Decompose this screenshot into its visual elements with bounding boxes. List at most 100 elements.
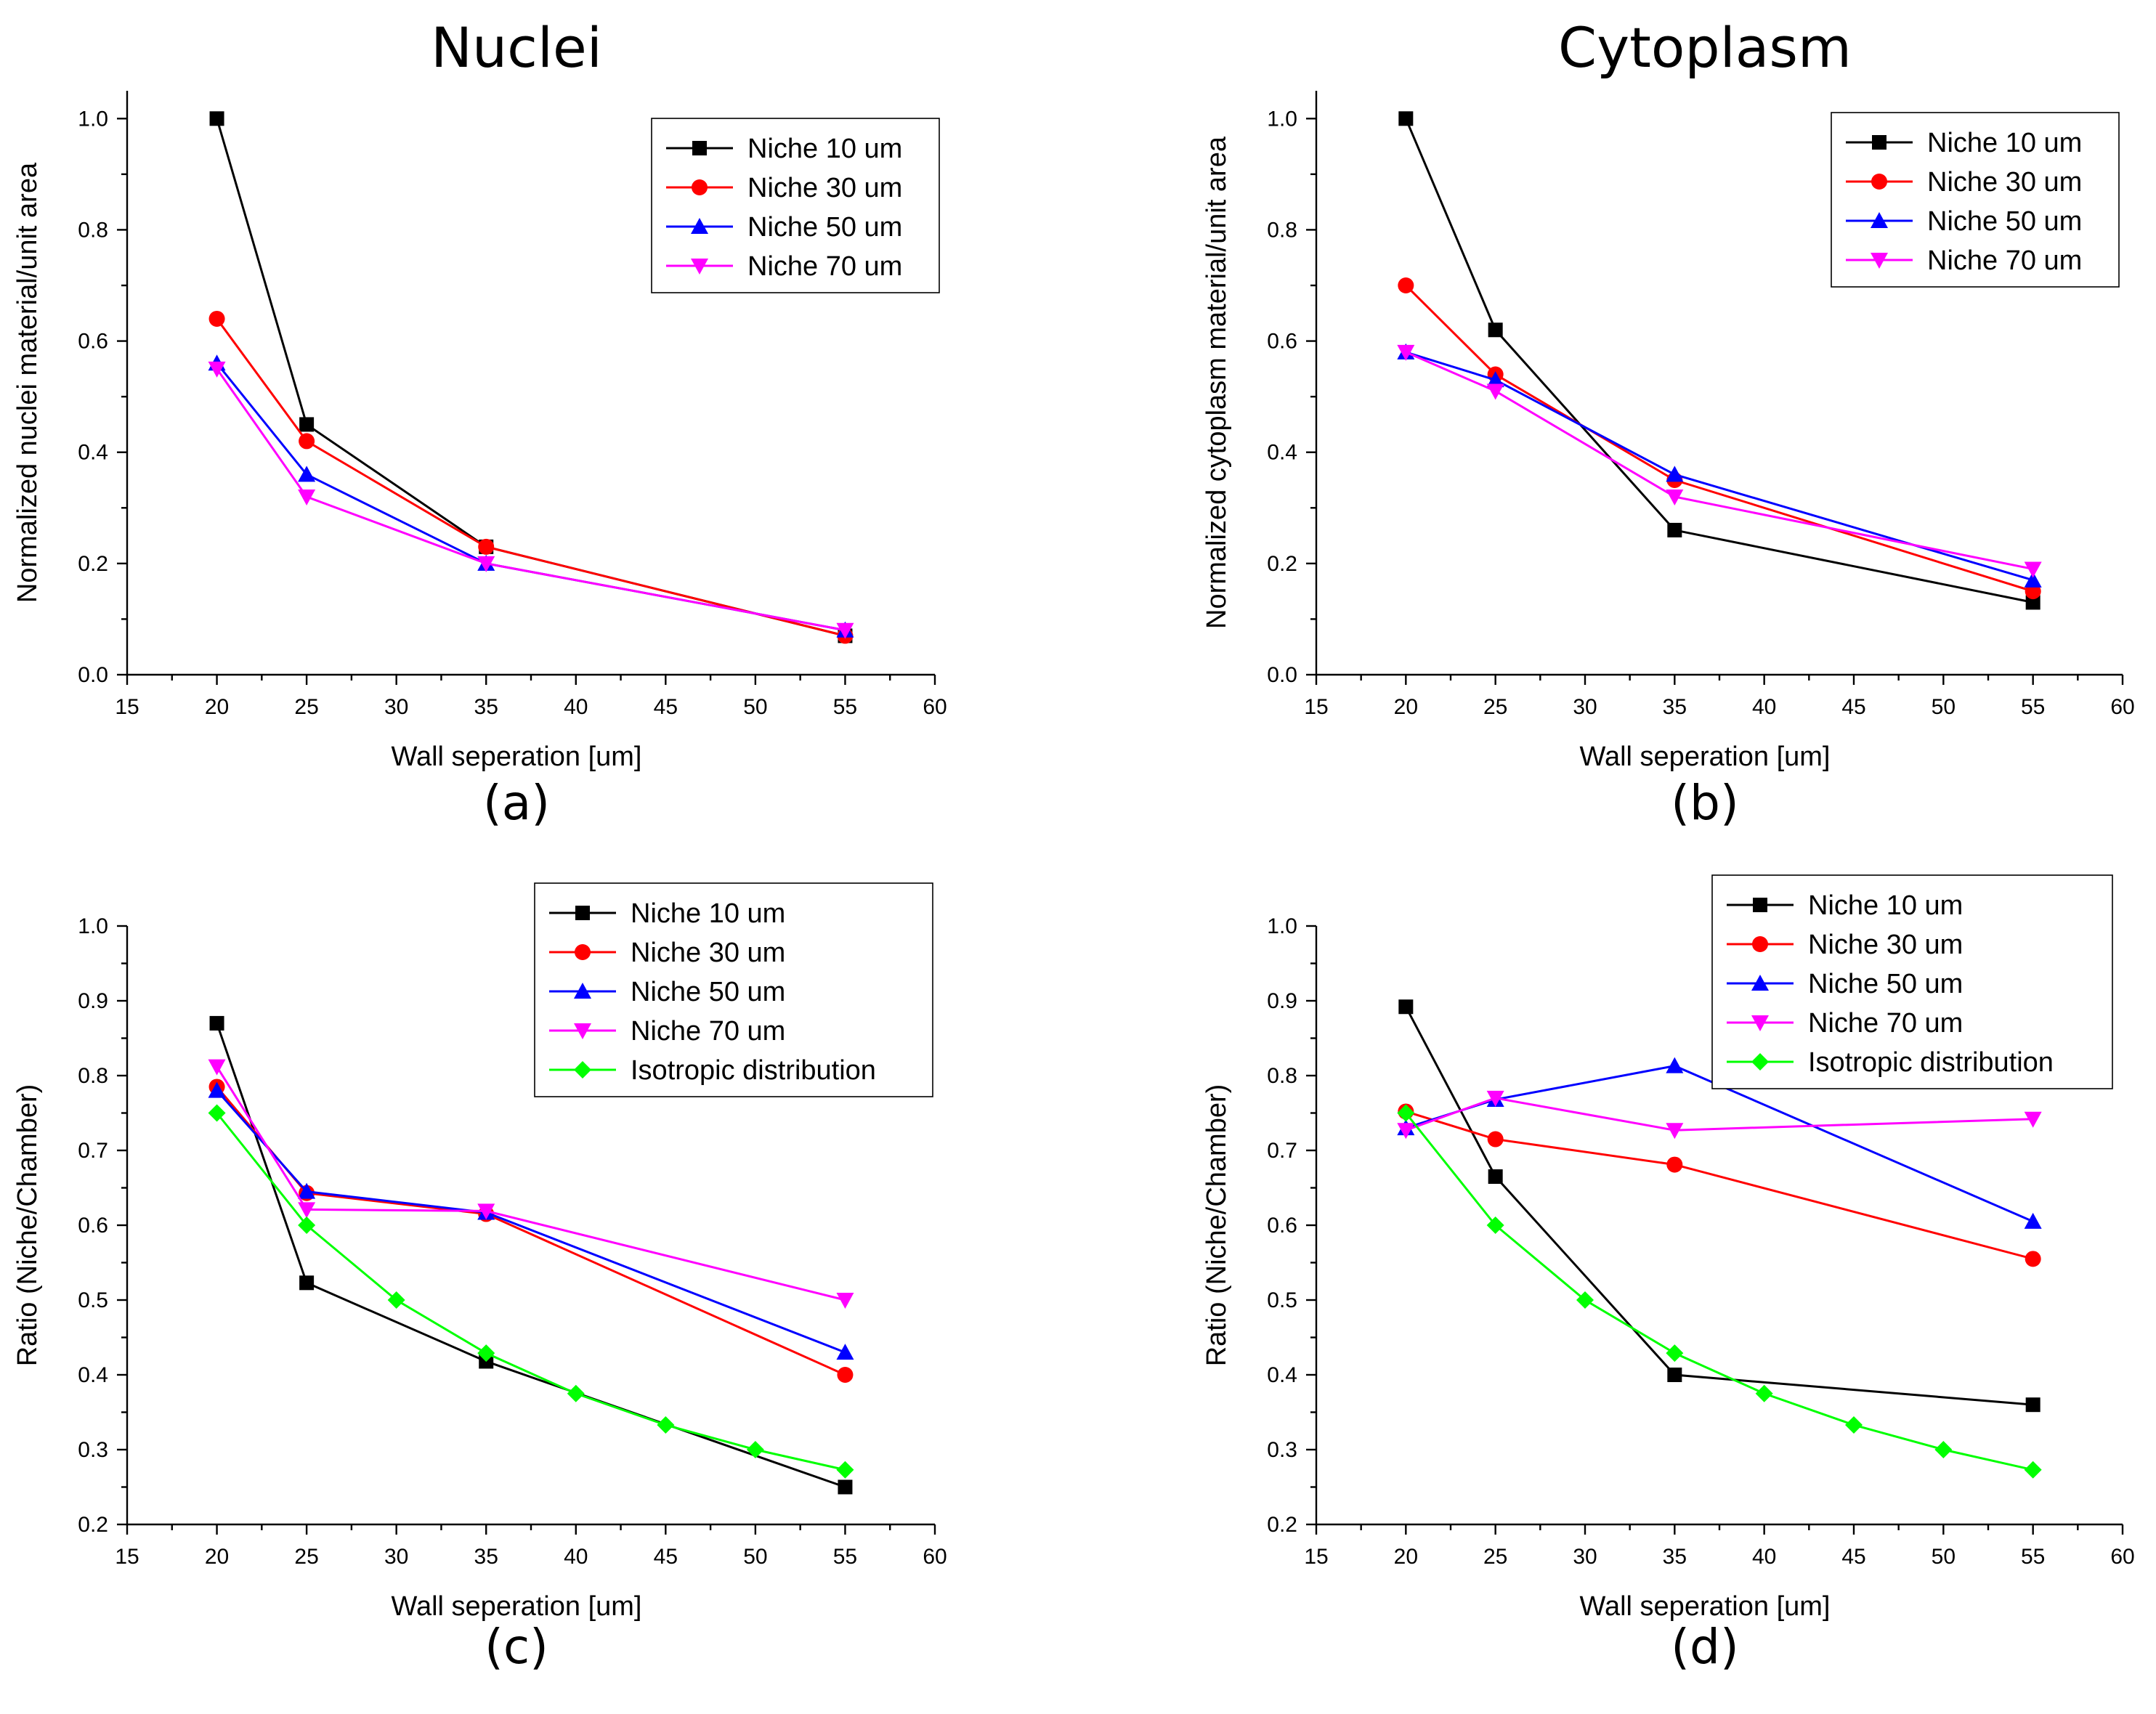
- series-line: [1405, 1097, 2033, 1132]
- x-tick-label: 50: [743, 1545, 767, 1569]
- x-tick-label: 20: [205, 695, 229, 719]
- legend-label: Niche 50 um: [1927, 206, 2082, 237]
- legend-label: Niche 70 um: [747, 251, 902, 282]
- legend-marker: [1751, 975, 1769, 991]
- legend-label: Niche 30 um: [747, 173, 902, 203]
- data-point: [1397, 1104, 1415, 1122]
- data-point: [1488, 322, 1503, 338]
- x-tick-label: 25: [294, 1545, 318, 1569]
- series-isotropic-distribution: [1397, 1104, 2042, 1479]
- data-point: [298, 1182, 316, 1199]
- x-tick-label: 60: [2110, 1545, 2134, 1569]
- data-point: [838, 1479, 853, 1495]
- legend-label: Isotropic distribution: [631, 1055, 876, 1086]
- x-tick-label: 60: [2110, 695, 2134, 719]
- data-point: [1667, 1368, 1682, 1382]
- data-point: [1397, 1123, 1415, 1140]
- y-tick-label: 0.5: [1267, 1288, 1297, 1312]
- data-point: [1487, 1131, 1504, 1148]
- series-line: [1405, 1006, 2033, 1406]
- x-tick-label: 40: [1752, 695, 1776, 719]
- legend-marker: [692, 179, 708, 195]
- y-tick-label: 0.4: [78, 1363, 108, 1387]
- data-point: [1666, 489, 1684, 505]
- data-point: [1486, 383, 1504, 400]
- data-point: [836, 1461, 854, 1479]
- x-tick-label: 35: [1663, 1545, 1687, 1569]
- y-tick-label: 0.7: [78, 1139, 108, 1163]
- legend-label: Niche 10 um: [747, 134, 902, 164]
- data-point: [1666, 1344, 1684, 1362]
- y-tick-label: 0.2: [1267, 1513, 1297, 1537]
- series-isotropic-distribution: [208, 1104, 854, 1479]
- data-point: [1666, 1057, 1684, 1073]
- x-tick-label: 50: [1932, 1545, 1956, 1569]
- legend-marker: [1751, 1015, 1769, 1031]
- legend-label: Niche 10 um: [1808, 890, 1963, 921]
- legend-label: Niche 70 um: [1808, 1008, 1963, 1039]
- x-tick-label: 30: [384, 1545, 408, 1569]
- y-tick-label: 1.0: [78, 914, 108, 938]
- series-niche-70-um: [1397, 1090, 2042, 1140]
- chart-panel-c: 15 20 25 30 35 40 45 50 55 60 0.2 0.3 0.4 0.5 0.6 0.7 0.…: [12, 882, 947, 1675]
- x-tick-label: 30: [384, 695, 408, 719]
- data-point: [477, 1344, 495, 1362]
- data-point: [208, 310, 225, 327]
- y-tick-label: 0.6: [1267, 330, 1297, 354]
- series-line: [1405, 1112, 2033, 1471]
- data-point: [299, 417, 315, 432]
- data-point: [2024, 1461, 2042, 1479]
- data-point: [1398, 111, 1414, 126]
- series-niche-70-um: [208, 361, 854, 639]
- x-tick-label: 45: [654, 695, 678, 719]
- data-point: [1486, 1090, 1504, 1107]
- x-tick-label: 15: [115, 695, 139, 719]
- x-axis-title: Wall seperation [um]: [1580, 742, 1831, 772]
- data-point: [1486, 1217, 1504, 1234]
- legend-marker: [1752, 936, 1768, 952]
- legend-label: Niche 30 um: [1808, 930, 1963, 960]
- y-tick-label: 0.2: [78, 552, 108, 576]
- y-tick-label: 0.3: [1267, 1438, 1297, 1462]
- y-tick-label: 0.4: [78, 441, 108, 465]
- legend-marker: [692, 141, 707, 155]
- data-point: [2024, 1212, 2042, 1229]
- chart-panel-b: Cytoplasm 15 20 25 30 35 40 45 50 55 60 0.0 0.2 0.4 0.…: [1201, 15, 2135, 831]
- data-point: [477, 1203, 495, 1220]
- y-tick-label: 0.5: [78, 1288, 108, 1312]
- x-tick-label: 45: [654, 1545, 678, 1569]
- legend-marker: [575, 944, 591, 960]
- data-point: [298, 466, 316, 482]
- series-niche-70-um: [1397, 344, 2042, 578]
- panel-label: (d): [1671, 1619, 1738, 1675]
- x-tick-label: 55: [2021, 1545, 2045, 1569]
- series-line: [216, 318, 846, 637]
- x-tick-label: 20: [1394, 1545, 1418, 1569]
- y-tick-label: 1.0: [78, 107, 108, 131]
- legend-label: Niche 50 um: [747, 212, 902, 243]
- data-point: [299, 433, 315, 450]
- x-tick-label: 40: [564, 1545, 588, 1569]
- x-axis-title: Wall seperation [um]: [1580, 1591, 1831, 1622]
- data-point: [2025, 1397, 2040, 1413]
- x-tick-label: 45: [1841, 1545, 1865, 1569]
- data-point: [208, 1104, 226, 1122]
- y-tick-label: 1.0: [1267, 107, 1297, 131]
- legend-box: [1711, 874, 2113, 1089]
- legend: Niche 10 um Niche 30 um Niche 50 um Niche 7…: [1711, 874, 2113, 1089]
- legend-marker: [691, 259, 708, 275]
- series-line: [216, 367, 846, 632]
- data-point: [477, 556, 495, 572]
- y-tick-label: 0.6: [78, 330, 108, 354]
- legend-label: Niche 30 um: [1927, 167, 2082, 198]
- data-point: [208, 361, 226, 378]
- data-point: [836, 622, 854, 639]
- panel-label: (c): [485, 1619, 548, 1675]
- data-point: [1845, 1416, 1863, 1434]
- x-tick-label: 15: [1304, 695, 1328, 719]
- legend-marker: [1871, 212, 1888, 228]
- series-line: [1405, 351, 2034, 582]
- y-tick-label: 0.9: [1267, 989, 1297, 1013]
- y-tick-label: 0.9: [78, 989, 108, 1013]
